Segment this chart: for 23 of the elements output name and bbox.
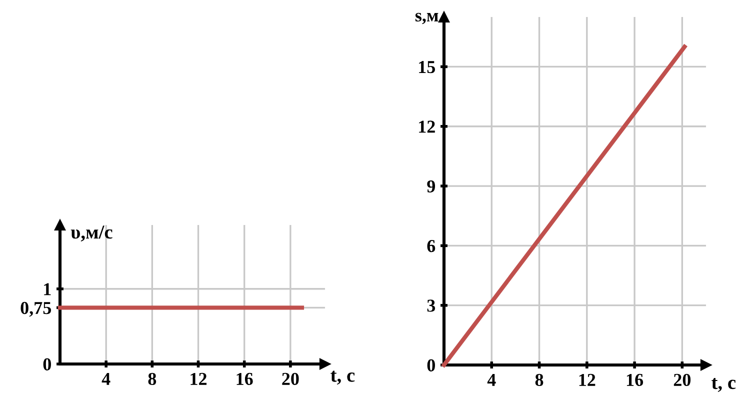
y-tick-label: 6 xyxy=(427,240,436,252)
y-tick-label: 9 xyxy=(427,180,436,192)
x-tick-label: 8 xyxy=(535,374,544,386)
x-tick-label: 16 xyxy=(236,372,253,386)
x-tick-label: 12 xyxy=(579,374,596,386)
x-tick-label: 4 xyxy=(102,372,110,385)
y-axis-title: υ,м/с xyxy=(70,226,112,242)
x-axis-title: t, с xyxy=(712,378,736,392)
y-axis-title: s,м xyxy=(415,12,438,24)
y-tick-label: 3 xyxy=(427,300,436,312)
y-tick-label: 15 xyxy=(419,61,436,74)
x-tick-label: 20 xyxy=(282,372,299,386)
x-axis-title: t, с xyxy=(330,370,355,385)
x-tick-label: 8 xyxy=(148,372,156,386)
x-tick-label: 20 xyxy=(674,374,691,386)
y-tick-label: 0 xyxy=(427,359,435,372)
x-tick-label: 16 xyxy=(626,374,644,386)
x-tick-label: 12 xyxy=(190,372,207,385)
x-tick-label: 4 xyxy=(487,374,496,386)
y-tick-label: 0 xyxy=(43,358,51,370)
y-tick-label: 0,75 xyxy=(20,302,52,317)
y-tick-label: 12 xyxy=(419,120,435,133)
y-tick-label: 1 xyxy=(44,283,51,296)
